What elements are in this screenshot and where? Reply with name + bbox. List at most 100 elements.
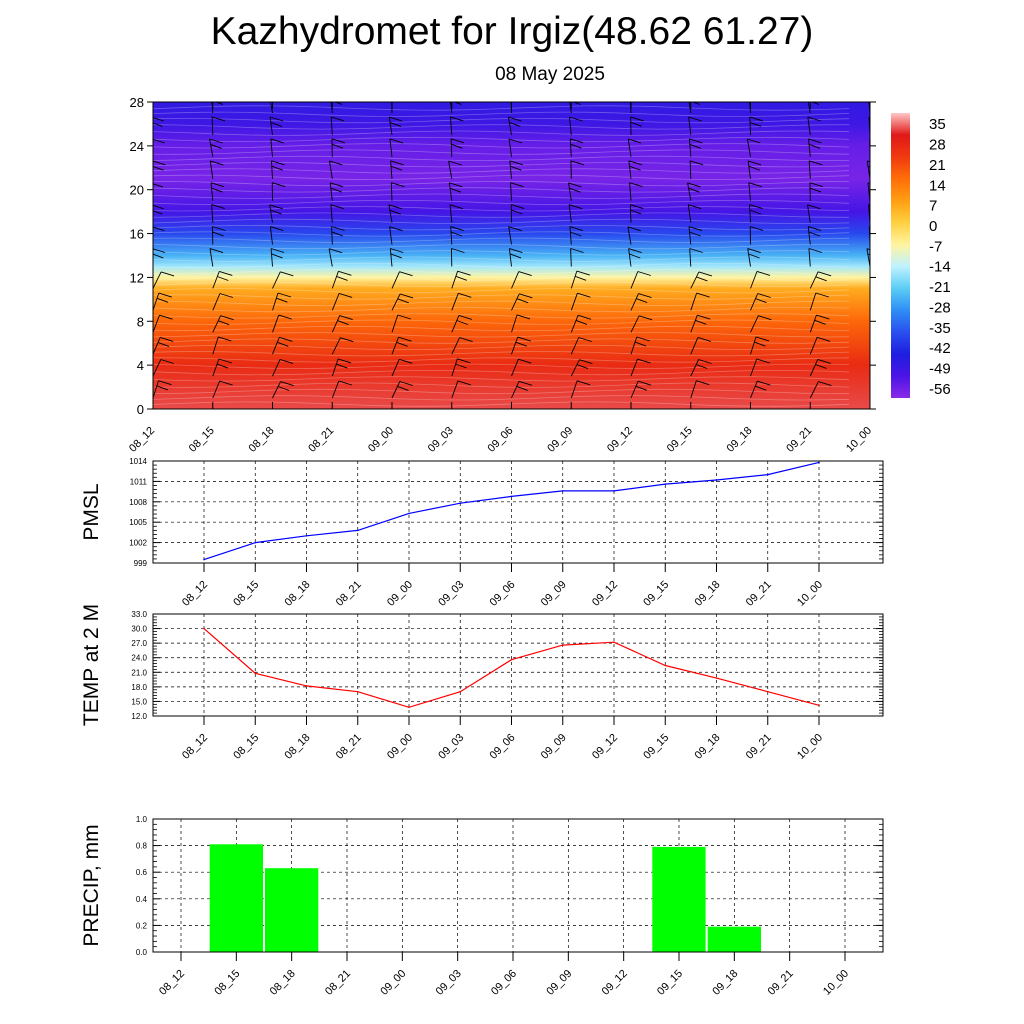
wind-barb-shaft	[451, 271, 459, 289]
wind-barb-flag	[687, 182, 701, 188]
wind-barb-flag	[278, 386, 290, 391]
wind-barb-flag	[518, 358, 532, 364]
wind-barb-flag	[508, 226, 522, 232]
wind-barb-flag	[218, 320, 230, 326]
wind-barb-flag	[575, 319, 588, 325]
wind-barb-shaft	[451, 315, 460, 333]
wind-barb-shaft	[627, 138, 632, 157]
wind-barb-shaft	[391, 271, 400, 289]
wind-barb-flag	[689, 138, 703, 144]
wind-barb-flag	[628, 160, 643, 166]
x-tick-label: 09_12	[600, 968, 630, 998]
wind-barb-shaft	[212, 358, 220, 377]
wind-barb-flag	[518, 380, 533, 386]
wind-barb-flag	[269, 116, 284, 122]
x-tick-label: 10_00	[795, 579, 825, 609]
wind-barb-shaft	[750, 336, 757, 355]
wind-barb-shaft	[511, 336, 519, 355]
wind-barb-flag	[153, 204, 164, 210]
colorbar-label: 35	[929, 116, 946, 133]
x-tick-label: 10_00	[795, 732, 825, 762]
contour-line	[153, 199, 850, 206]
wind-barb-flag	[458, 314, 473, 320]
contour-line	[153, 300, 850, 306]
wind-barb-flag	[269, 204, 283, 210]
y-tick-label: 30.0	[131, 625, 147, 634]
wind-barb-flag	[212, 226, 226, 231]
temp2m-panel: 12.0 15.0 18.0 21.0 24.0 27.0 30.0 33.0 08_12 08_…	[80, 604, 884, 762]
wind-barb-shaft	[569, 226, 572, 245]
wind-barb-flag	[815, 276, 827, 282]
temp2m-point	[613, 641, 615, 643]
temp2m-point	[203, 627, 205, 630]
x-tick-label: 09_06	[486, 425, 516, 455]
colorbar-strip	[891, 113, 910, 398]
wind-barb-flag	[696, 364, 708, 369]
wind-barb-flag	[876, 343, 887, 347]
wind-barb-flag	[210, 160, 224, 166]
wind-barb-shaft	[808, 138, 811, 157]
wind-barb-flag	[516, 298, 529, 304]
colorbar-label: -28	[929, 299, 951, 316]
wind-barb-flag	[450, 95, 463, 99]
wind-barb-shaft	[272, 271, 281, 289]
temperature-field	[153, 102, 870, 409]
contour-line	[153, 332, 850, 338]
wind-barb-shaft	[508, 138, 512, 157]
x-tick-label: 09_00	[378, 968, 408, 998]
contour-line	[153, 243, 850, 250]
wind-barb-flag	[749, 95, 762, 99]
wind-barb-flag	[807, 204, 821, 210]
wind-barb-shaft	[329, 182, 333, 201]
x-tick-label: 09_06	[489, 968, 519, 998]
temp2m-point	[562, 644, 564, 646]
wind-barb-shaft	[507, 117, 512, 135]
wind-barb-flag	[868, 209, 870, 211]
wind-barb-flag	[388, 204, 403, 210]
temp2m-point	[767, 690, 769, 693]
x-tick-label: 08_12	[157, 968, 187, 998]
wind-barb-flag	[755, 298, 767, 304]
wind-barb-flag	[153, 183, 164, 188]
wind-barb-flag	[278, 314, 292, 320]
wind-barb-shaft	[508, 226, 512, 245]
wind-barb-shaft	[330, 204, 333, 223]
x-tick-label: 09_21	[744, 732, 774, 762]
precip-bar	[265, 868, 319, 952]
chart-subtitle: 08 May 2025	[495, 64, 605, 85]
temp2m-point	[510, 658, 513, 661]
wind-barb-shaft	[808, 160, 811, 179]
y-tick-label: 1.0	[136, 815, 148, 824]
wind-barb-shaft	[690, 380, 697, 399]
x-tick-label: 09_03	[436, 732, 466, 762]
x-tick-label: 09_00	[366, 425, 396, 455]
wind-barb-flag	[510, 182, 524, 188]
wind-barb-shaft	[212, 380, 221, 399]
x-tick-label: 09_15	[641, 732, 671, 762]
plot-frame	[152, 460, 884, 564]
wind-barb-shaft	[212, 271, 220, 289]
wind-barb-shaft	[689, 160, 692, 179]
contour-line	[153, 262, 850, 269]
x-tick-label: 10_00	[821, 968, 851, 998]
wind-barb-flag	[508, 138, 523, 144]
wind-barb-flag	[397, 385, 409, 391]
wind-barb-flag	[457, 270, 471, 276]
wind-barb-flag	[697, 314, 711, 320]
wind-barb-shaft	[212, 293, 221, 311]
wind-barb-shaft	[869, 287, 870, 289]
x-tick-label: 09_09	[545, 425, 575, 455]
wind-barb-flag	[689, 231, 701, 237]
wind-barb-shaft	[210, 182, 214, 201]
precip-bar	[707, 926, 761, 952]
wind-barb-shaft	[391, 337, 399, 355]
wind-barb-flag	[271, 165, 283, 171]
wind-barb-shaft	[570, 380, 578, 399]
wind-barb-flag	[331, 116, 345, 122]
wind-barb-shaft	[630, 358, 638, 377]
wind-barb-shaft	[391, 359, 400, 377]
wind-barb-shaft	[269, 116, 273, 135]
cross-section-panel: 0 4 8 12 16 20 24 28 08_12 08_15 08_18 08_21 09_00 09…	[127, 95, 887, 455]
colorbar: 35 28 21 14 7 0 -7 -14 -21 -28 -35 -42 -49 -56	[891, 113, 951, 398]
wind-barb-flag	[338, 380, 352, 386]
